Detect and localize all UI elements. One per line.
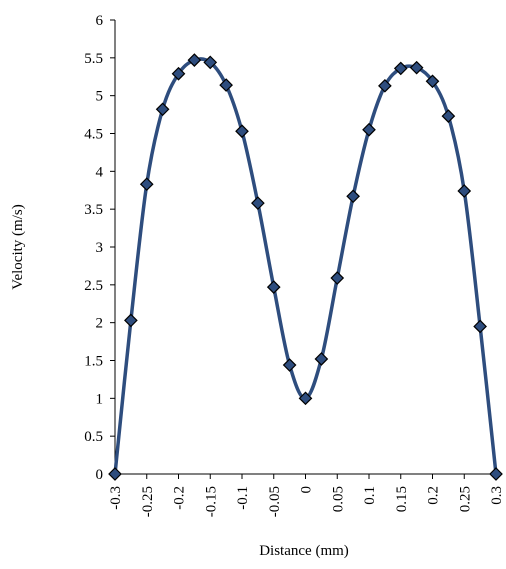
y-tick-label: 0 bbox=[96, 467, 104, 483]
data-point bbox=[203, 55, 218, 70]
data-point bbox=[362, 122, 376, 137]
x-tick-label: -0.15 bbox=[203, 486, 219, 517]
x-tick-label: -0.25 bbox=[140, 486, 156, 517]
data-point bbox=[314, 352, 329, 366]
series bbox=[108, 53, 503, 481]
x-tick-label: 0.2 bbox=[426, 486, 442, 505]
y-tick-label: 2 bbox=[96, 316, 104, 332]
data-point bbox=[139, 177, 154, 192]
y-tick-label: 5 bbox=[96, 89, 104, 105]
data-point bbox=[187, 53, 202, 67]
data-point bbox=[155, 102, 170, 117]
data-point bbox=[457, 184, 472, 198]
y-tick-label: 4 bbox=[96, 164, 104, 180]
data-point bbox=[330, 271, 345, 285]
data-point bbox=[219, 78, 233, 92]
y-tick-label: 1 bbox=[96, 391, 104, 407]
data-point bbox=[393, 61, 408, 76]
y-axis-title: Velocity (m/s) bbox=[10, 204, 26, 289]
data-point bbox=[235, 124, 249, 139]
ticks: 0 0.5 1 1.5 2 2.5 3 3.5 4 4.5 5 5.5 6 -0.3 -0.25 -0.2 -0… bbox=[84, 13, 505, 517]
y-tick-label: 0.5 bbox=[84, 429, 103, 445]
x-tick-label: 0.1 bbox=[362, 486, 378, 505]
data-point bbox=[473, 319, 487, 334]
data-point bbox=[409, 60, 424, 75]
velocity-line bbox=[113, 57, 498, 475]
data-point bbox=[298, 391, 313, 406]
data-point bbox=[124, 313, 138, 328]
x-tick-label: -0.1 bbox=[235, 486, 251, 510]
y-tick-label: 4.5 bbox=[84, 127, 103, 143]
data-point bbox=[108, 467, 122, 481]
y-tick-label: 3.5 bbox=[84, 202, 103, 218]
y-tick-label: 5.5 bbox=[84, 51, 103, 67]
data-point bbox=[441, 109, 456, 123]
y-tick-label: 3 bbox=[96, 240, 104, 256]
x-tick-label: -0.2 bbox=[172, 486, 188, 510]
x-axis-title: Distance (mm) bbox=[259, 543, 349, 559]
x-tick-label: -0.05 bbox=[267, 486, 283, 517]
data-point bbox=[266, 280, 281, 294]
data-point bbox=[171, 66, 186, 81]
data-point bbox=[425, 74, 440, 89]
data-point bbox=[346, 189, 360, 204]
x-tick-label: -0.3 bbox=[108, 486, 124, 510]
x-tick-label: 0.15 bbox=[394, 486, 410, 512]
x-tick-label: 0.3 bbox=[489, 486, 505, 505]
data-point bbox=[489, 467, 503, 481]
y-tick-label: 6 bbox=[96, 13, 104, 29]
y-tick-label: 1.5 bbox=[84, 354, 103, 370]
data-point bbox=[251, 196, 265, 210]
data-point bbox=[378, 78, 392, 93]
y-tick-label: 2.5 bbox=[84, 278, 103, 294]
x-tick-label: 0 bbox=[299, 486, 315, 494]
x-tick-label: 0.25 bbox=[457, 486, 473, 512]
data-point bbox=[282, 358, 297, 372]
x-tick-label: 0.05 bbox=[330, 486, 346, 512]
